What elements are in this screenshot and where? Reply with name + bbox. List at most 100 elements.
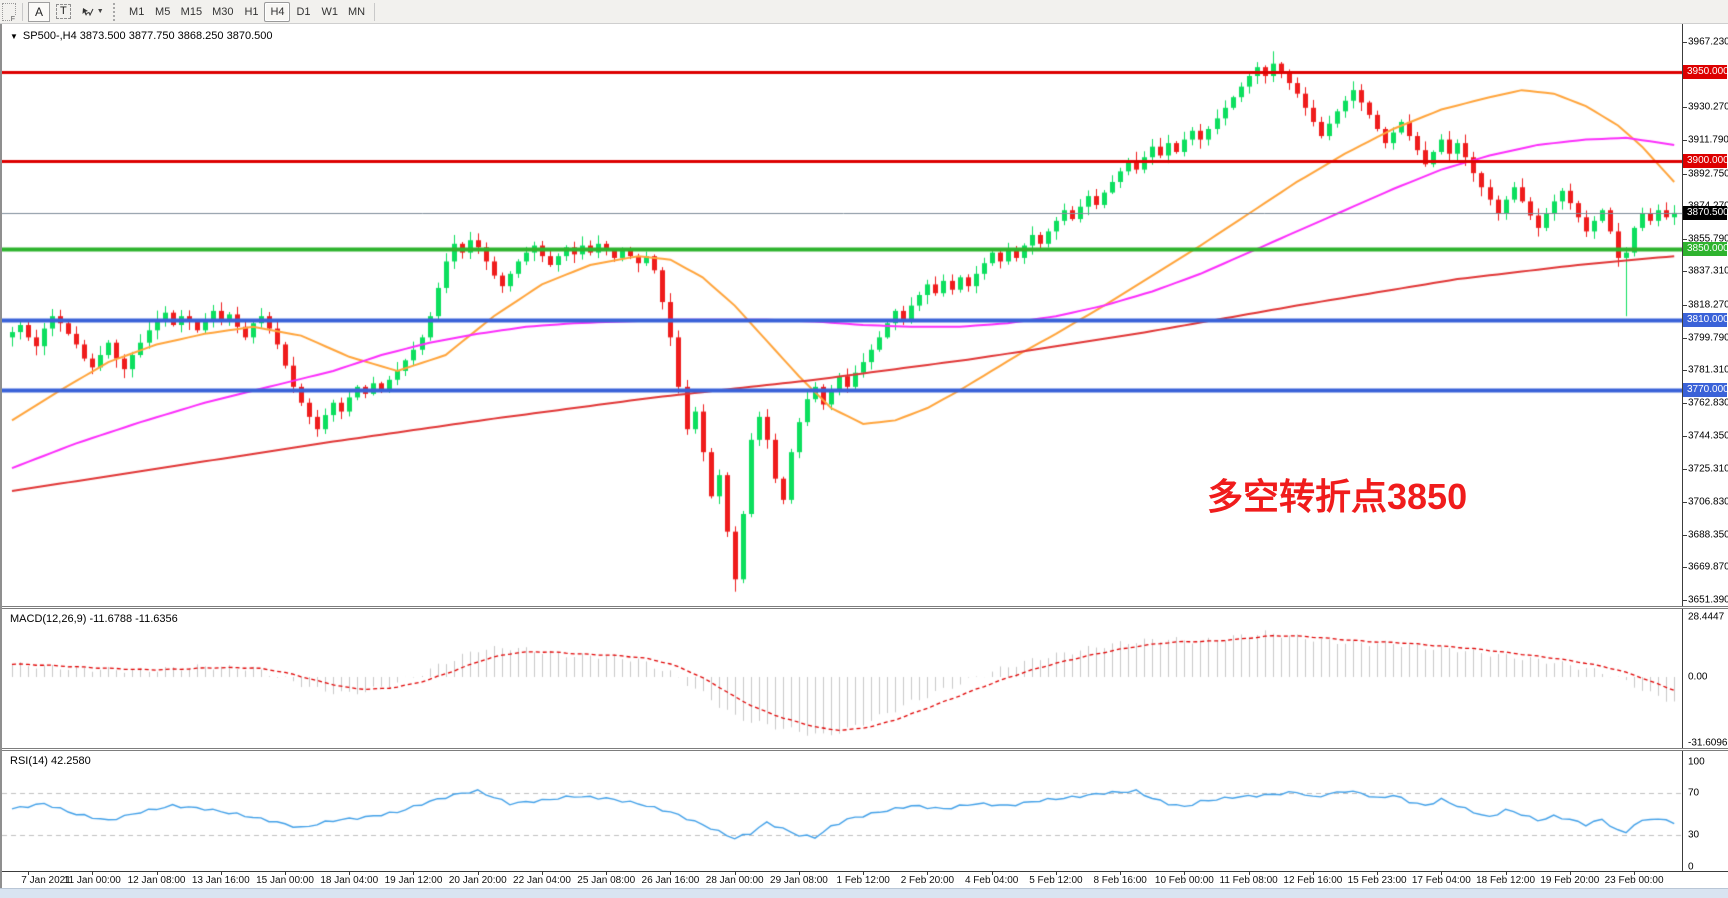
main-chart-panel: ▼ SP500-,H4 3873.500 3877.750 3868.250 3…: [2, 24, 1728, 606]
time-axis-label: 1 Feb 12:00: [836, 875, 890, 886]
time-axis-tick: [157, 872, 158, 875]
time-axis-label: 28 Jan 00:00: [705, 875, 764, 886]
time-axis-label: 22 Jan 04:00: [513, 875, 571, 886]
time-axis-tick: [1056, 872, 1057, 875]
macd-axis: 28.4447 0.00 -31.6096: [1682, 609, 1728, 748]
time-axis-label: 11 Feb 08:00: [1219, 875, 1278, 886]
text-tool-button[interactable]: T: [52, 2, 75, 22]
bottom-strip: [0, 888, 1728, 898]
annotate-a-button[interactable]: A: [28, 1, 50, 22]
price-badge-3900.000[interactable]: 3900.000: [1683, 153, 1728, 168]
time-axis-label: 12 Jan 08:00: [127, 875, 186, 886]
time-axis-tick: [1377, 872, 1378, 875]
price-axis: 3967.2303930.2703911.7903892.7503874.270…: [1682, 24, 1728, 606]
time-axis-label: 25 Jan 08:00: [577, 875, 636, 886]
time-axis-tick: [670, 872, 671, 875]
price-axis-label: 3725.310: [1688, 463, 1728, 475]
timeframe-button-h4[interactable]: H4: [264, 1, 291, 22]
chart-title: ▼ SP500-,H4 3873.500 3877.750 3868.250 3…: [10, 30, 272, 42]
timeframe-button-m15[interactable]: M15: [176, 2, 207, 22]
time-axis-tick: [1120, 872, 1121, 875]
price-badge-3950.000[interactable]: 3950.000: [1683, 65, 1728, 80]
time-axis-tick: [1249, 872, 1250, 875]
price-axis-label: 3706.830: [1688, 496, 1728, 508]
time-axis-tick: [221, 872, 222, 875]
time-axis-label: 10 Feb 00:00: [1154, 875, 1214, 886]
toolbar: F A T ▼ M1 M5 M15 M30 H1 H4 D1 W1 MN: [0, 0, 1728, 24]
time-axis-tick: [413, 872, 414, 875]
time-axis-tick: [478, 872, 479, 875]
time-axis-tick: [92, 872, 93, 875]
timeframe-button-m1[interactable]: M1: [124, 2, 150, 22]
macd-indicator-label: MACD(12,26,9) -11.6788 -11.6356: [10, 613, 178, 625]
price-badge-3770.000[interactable]: 3770.000: [1683, 383, 1728, 398]
dock-handle-icon[interactable]: F: [2, 2, 16, 23]
time-axis-tick: [1570, 872, 1571, 875]
time-axis-tick: [1634, 872, 1635, 875]
price-axis-tick: [1683, 140, 1687, 141]
macd-axis-label: -31.6096: [1688, 737, 1728, 748]
time-axis-tick: [1441, 872, 1442, 875]
price-axis-tick: [1683, 174, 1687, 175]
macd-canvas[interactable]: [2, 609, 1685, 748]
time-axis-label: 19 Feb 20:00: [1540, 875, 1600, 886]
chevron-down-icon: ▼: [96, 8, 104, 15]
timeframe-toolbar: M1 M5 M15 M30 H1 H4 D1 W1 MN: [124, 1, 370, 22]
time-axis-label: 7 Jan 2021: [21, 875, 71, 886]
price-axis-label: 3688.350: [1688, 529, 1728, 541]
rsi-axis: 100 70 30 0: [1682, 751, 1728, 871]
price-axis-label: 3837.310: [1688, 265, 1728, 277]
time-axis-tick: [28, 872, 29, 875]
price-axis-label: 3818.270: [1688, 299, 1728, 311]
time-axis-label: 13 Jan 16:00: [191, 875, 250, 886]
time-axis-tick: [863, 872, 864, 875]
rsi-canvas[interactable]: [2, 751, 1685, 871]
time-axis-tick: [542, 872, 543, 875]
rsi-indicator-label: RSI(14) 42.2580: [10, 755, 91, 767]
collapse-triangle-icon[interactable]: ▼: [10, 31, 18, 41]
price-axis-label: 3799.790: [1688, 332, 1728, 344]
price-axis-label: 3855.790: [1688, 233, 1728, 245]
timeframe-button-d1[interactable]: D1: [290, 2, 316, 22]
timeframe-drag-handle[interactable]: [112, 2, 120, 21]
time-axis-tick: [606, 872, 607, 875]
toolbar-separator: [22, 2, 23, 21]
time-axis-label: 26 Jan 16:00: [641, 875, 700, 886]
time-axis[interactable]: 7 Jan 2021 11 Jan 00:00 12 Jan 08:00 13 Jan…: [2, 871, 1728, 888]
price-badge-3850.000[interactable]: 3850.000: [1683, 242, 1728, 257]
rsi-axis-label: 100: [1688, 756, 1705, 768]
rsi-axis-label: 70: [1688, 787, 1700, 799]
time-axis-tick: [285, 872, 286, 875]
timeframe-button-m5[interactable]: M5: [150, 2, 176, 22]
price-axis-tick: [1683, 502, 1687, 503]
price-axis-label: 3744.350: [1688, 430, 1728, 442]
timeframe-button-mn[interactable]: MN: [343, 2, 370, 22]
time-axis-label: 8 Feb 16:00: [1093, 875, 1147, 886]
price-axis-tick: [1683, 107, 1687, 108]
cursor-mode-button[interactable]: ▼: [77, 2, 108, 22]
time-axis-label: 18 Jan 04:00: [320, 875, 379, 886]
time-axis-tick: [349, 872, 350, 875]
price-chart-canvas[interactable]: [2, 24, 1685, 606]
double-arrow-icon: [81, 6, 95, 18]
timeframe-button-h1[interactable]: H1: [238, 2, 264, 22]
time-axis-label: 2 Feb 20:00: [900, 875, 955, 886]
time-axis-tick: [927, 872, 928, 875]
toolbar-separator-end: [374, 2, 376, 21]
price-axis-tick: [1683, 370, 1687, 371]
price-axis-tick: [1683, 403, 1687, 404]
price-axis-label: 3911.790: [1688, 134, 1728, 146]
price-badge-3810.000[interactable]: 3810.000: [1683, 312, 1728, 327]
time-axis-label: 4 Feb 04:00: [964, 875, 1019, 886]
price-axis-label: 3669.870: [1688, 561, 1728, 573]
timeframe-button-m30[interactable]: M30: [207, 2, 238, 22]
timeframe-button-w1[interactable]: W1: [316, 2, 343, 22]
price-axis-label: 3781.310: [1688, 364, 1728, 376]
time-axis-label: 5 Feb 12:00: [1029, 875, 1083, 886]
price-axis-tick: [1683, 469, 1687, 470]
time-axis-label: 18 Feb 12:00: [1476, 875, 1536, 886]
time-axis-tick: [1506, 872, 1507, 875]
chart-annotation: 多空转折点3850: [1207, 476, 1468, 517]
time-axis-label: 15 Jan 00:00: [256, 875, 314, 886]
price-axis-tick: [1683, 436, 1687, 437]
